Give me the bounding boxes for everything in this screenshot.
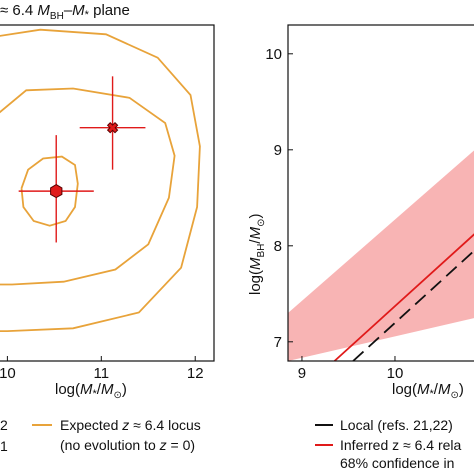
- right-ytick-label: 10: [265, 46, 282, 63]
- point-layer: [18, 76, 146, 243]
- legend-fragment-1: 2: [0, 417, 8, 433]
- contour-line-2: [0, 87, 176, 286]
- right-ytick-label: 9: [274, 142, 282, 159]
- left-panel-title: ≈ 6.4 MBH–M* plane: [0, 2, 130, 22]
- right-x-ticks: 9 10: [298, 356, 404, 382]
- left-panel: 10 11 12 log(M*/M⊙): [0, 24, 215, 401]
- confidence-band: [288, 150, 474, 361]
- point-hexagon: [50, 184, 63, 199]
- right-x-axis-label: log(M*/M⊙): [392, 381, 464, 401]
- left-xtick-label: 11: [94, 365, 110, 382]
- contour-line-3: [0, 28, 201, 332]
- confidence-band-layer: [288, 150, 474, 361]
- left-x-ticks: 10 11 12: [0, 356, 204, 382]
- right-xtick-label: 9: [298, 365, 306, 382]
- right-y-axis-label: log(MBH/M⊙): [247, 214, 267, 295]
- contour-line-1: [20, 155, 79, 227]
- right-y-ticks: 7 8 9 10: [265, 46, 293, 351]
- local-relation-line: [352, 249, 474, 362]
- legend-entry-no-evolution: (no evolution to z = 0): [60, 437, 196, 453]
- inferred-relation-line: [333, 233, 474, 362]
- legend-entry-inferred: Inferred z ≈ 6.4 rela: [340, 437, 462, 453]
- right-panel: 9 10 7 8 9 10 log(MBH/M⊙) log(M*/M⊙): [247, 24, 474, 401]
- left-xtick-label: 10: [0, 365, 16, 382]
- relation-line-layer: [333, 233, 474, 362]
- right-plot-frame: [287, 24, 474, 362]
- point-cross: [106, 121, 119, 134]
- legend-entry-confidence: 68% confidence in: [340, 455, 455, 471]
- legend-entry-local: Local (refs. 21,22): [340, 417, 453, 433]
- contour-layer: [0, 28, 201, 332]
- legend-entry-expected-locus: Expected z ≈ 6.4 locus: [60, 417, 201, 433]
- right-xtick-label: 10: [387, 365, 404, 382]
- left-xtick-label: 12: [187, 365, 204, 382]
- left-plot-frame: [0, 24, 215, 362]
- right-ytick-label: 8: [274, 238, 282, 255]
- right-ytick-label: 7: [274, 334, 282, 351]
- legend-fragment-2: 1: [0, 438, 8, 454]
- left-x-axis-label: log(M*/M⊙): [55, 381, 127, 401]
